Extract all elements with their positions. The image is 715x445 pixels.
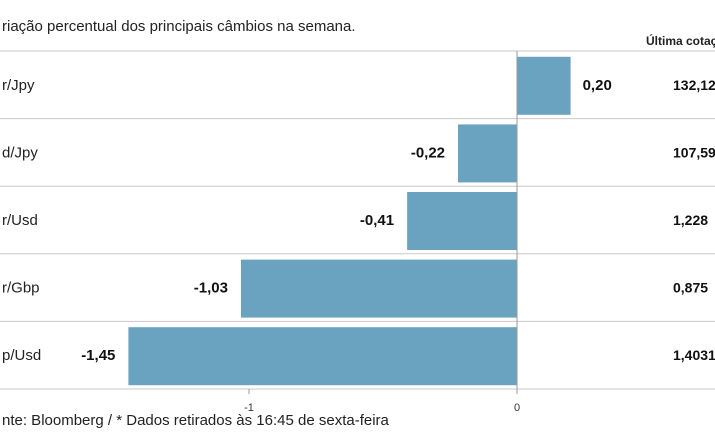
x-tick-label: 0 — [514, 402, 520, 414]
value-label: -0,22 — [411, 144, 445, 161]
chart-title: riação percentual dos principais câmbios… — [2, 18, 356, 35]
bar — [128, 327, 517, 386]
last-quote-value: 107,59 — [673, 144, 715, 160]
bar — [407, 192, 517, 250]
bar — [458, 124, 517, 183]
chart-rows: r/Jpy 0,20 132,12 d/Jpy -0,22 107,59 r/Usd -0,4… — [0, 50, 715, 390]
category-label: r/Usd — [2, 212, 38, 229]
x-axis: -1 0 — [244, 51, 520, 414]
last-quote-value: 132,12 — [673, 77, 715, 93]
value-label: -1,45 — [81, 347, 115, 364]
bar — [517, 56, 571, 115]
last-quote-value: 1,228 — [673, 212, 708, 228]
last-quote-value: 0,875 — [673, 280, 708, 296]
bar — [240, 259, 517, 318]
x-tick-label: -1 — [244, 402, 254, 414]
source-note: nte: Bloomberg / * Dados retirados às 16… — [2, 412, 390, 429]
category-label: r/Jpy — [2, 77, 35, 94]
category-label: p/Usd — [2, 347, 41, 364]
value-label: 0,20 — [583, 77, 612, 94]
value-label: -0,41 — [360, 212, 394, 229]
last-quote-value: 1,4031 — [673, 347, 715, 363]
value-label: -1,03 — [194, 280, 228, 297]
category-label: r/Gbp — [2, 280, 40, 297]
category-label: d/Jpy — [2, 144, 38, 161]
last-quote-header: Última cotaç — [646, 33, 715, 48]
